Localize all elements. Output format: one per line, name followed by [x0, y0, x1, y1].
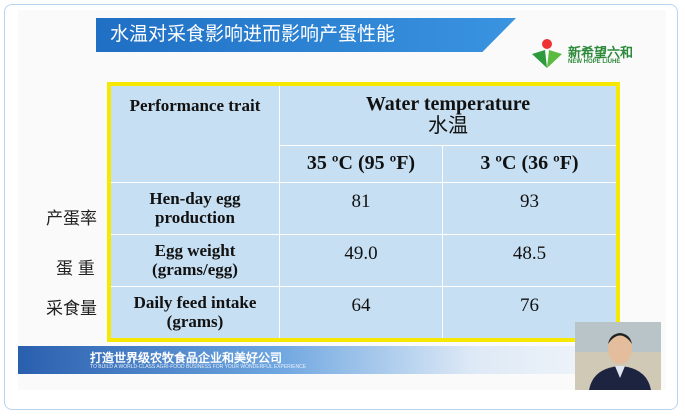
side-label: 产蛋率 [46, 209, 97, 228]
slide: 水温对采食影响进而影响产蛋性能 新希望六和 NEW HOPE LIUHE Per… [18, 10, 666, 390]
column-header: 3 ºC (36 ºF) [442, 144, 619, 183]
logo-subtitle: NEW HOPE LIUHE [568, 59, 621, 65]
webcam-video[interactable] [575, 322, 661, 390]
side-label: 采食量 [46, 299, 97, 318]
header-text: Water temperature [365, 93, 531, 116]
column-header: 35 ºC (95 ºF) [279, 144, 443, 183]
cell: 49.0 [279, 233, 443, 287]
data-table: Performance trait Water temperature 水温 3… [107, 82, 620, 342]
cell: 64 [279, 285, 443, 341]
row-header: Daily feed intake (grams) [108, 285, 280, 341]
footer-band: 打造世界级农牧食品企业和美好公司 TO BUILD A WORLD-CLASS … [18, 346, 666, 374]
slide-title: 水温对采食影响进而影响产蛋性能 [96, 18, 516, 52]
logo-mark [532, 39, 562, 68]
footer-slogan: 打造世界级农牧食品企业和美好公司 [90, 351, 283, 365]
webcam-person [575, 322, 661, 390]
row-header: Hen-day egg production [108, 181, 280, 235]
logo: 新希望六和 NEW HOPE LIUHE [530, 32, 650, 82]
header-cell: Water temperature 水温 [279, 83, 619, 146]
cell: 93 [442, 181, 619, 235]
cell: 81 [279, 181, 443, 235]
logo-name: 新希望六和 [568, 45, 634, 60]
cell: 48.5 [442, 233, 619, 287]
footer-slogan-en: TO BUILD A WORLD-CLASS AGRI-FOOD BUSINES… [90, 364, 307, 370]
header-cell: Performance trait [108, 83, 280, 183]
row-header: Egg weight (grams/egg) [108, 233, 280, 287]
header-text: 水温 [428, 115, 468, 138]
side-label: 蛋 重 [56, 259, 95, 278]
